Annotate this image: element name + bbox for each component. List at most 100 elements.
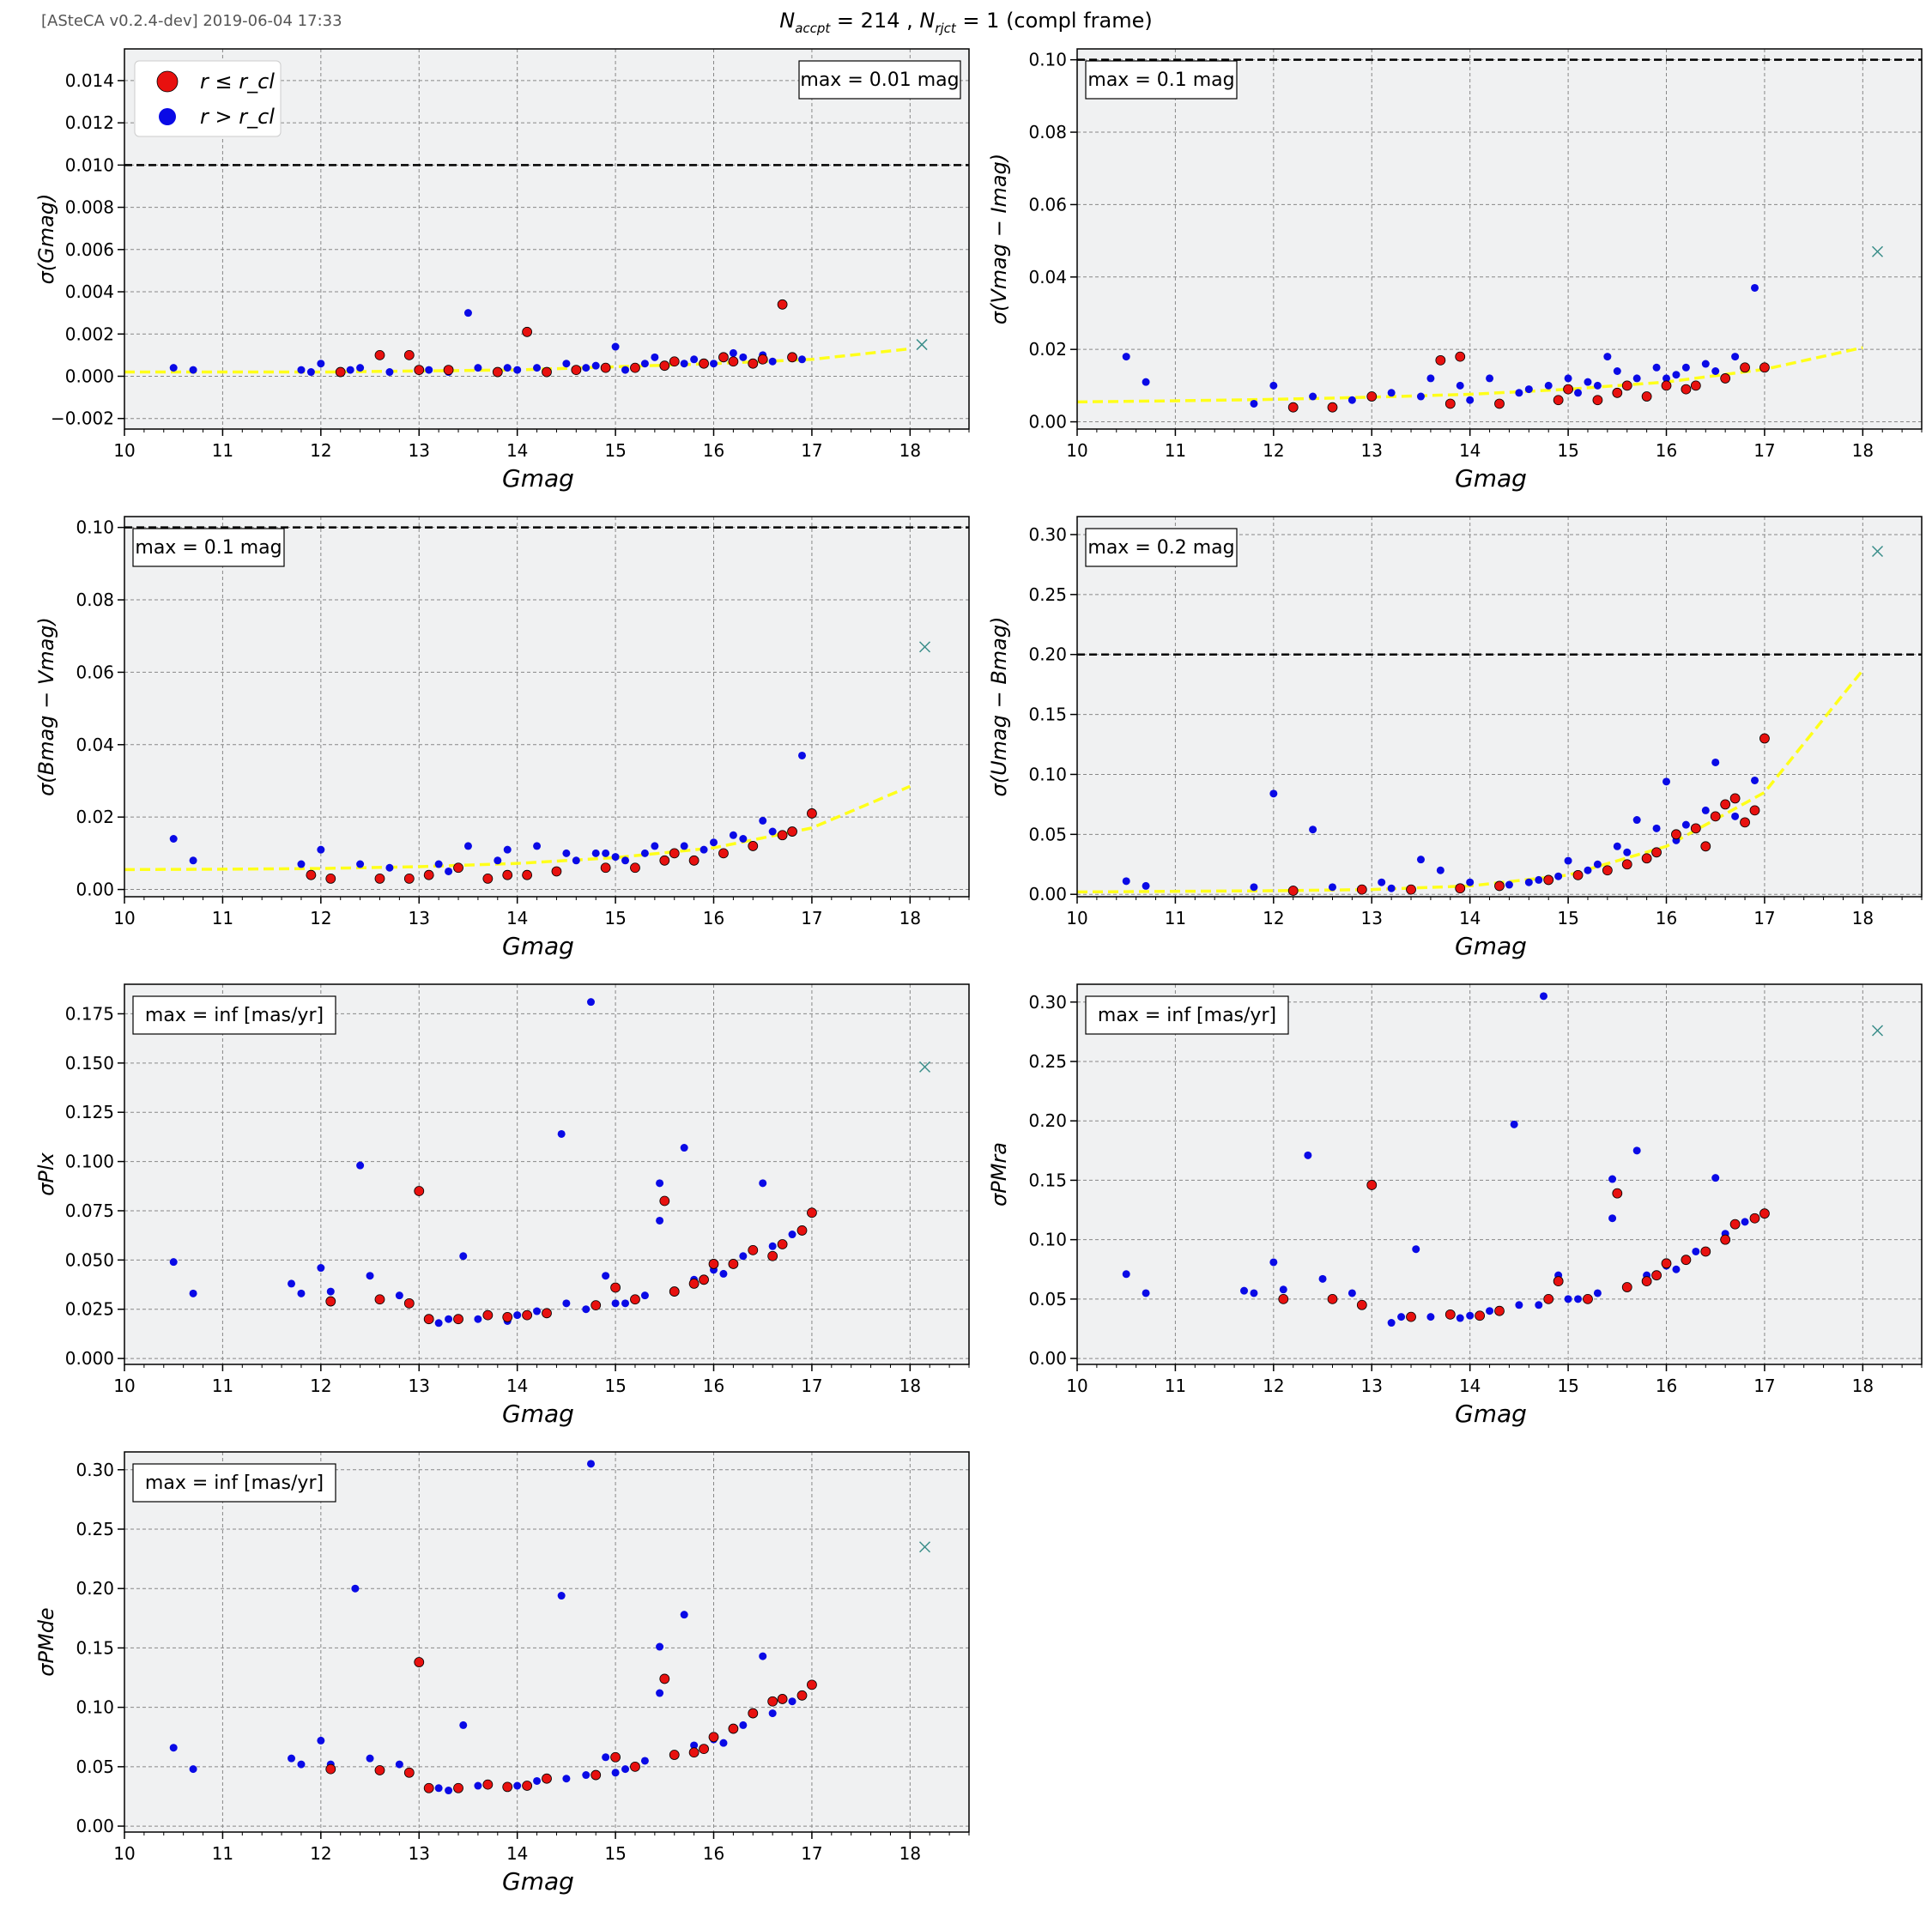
outer-star-point bbox=[1426, 1313, 1435, 1321]
outer-star-point bbox=[1416, 392, 1425, 401]
x-axis-label: Gmag bbox=[502, 1400, 574, 1428]
cluster-star-point bbox=[423, 1314, 434, 1325]
outer-star-point bbox=[1681, 363, 1690, 372]
cluster-star-point bbox=[1720, 1234, 1731, 1245]
cluster-star-point bbox=[325, 874, 336, 884]
outer-star-point bbox=[1593, 860, 1602, 868]
y-tick-label: 0.30 bbox=[1028, 992, 1067, 1013]
cluster-star-point bbox=[787, 826, 797, 837]
outer-star-point bbox=[1328, 883, 1336, 892]
outer-star-point bbox=[1711, 366, 1720, 375]
outer-star-point bbox=[385, 368, 394, 377]
outer-star-point bbox=[1652, 824, 1661, 832]
x-tick-label: 10 bbox=[113, 440, 135, 461]
y-tick-label: 0.04 bbox=[1028, 267, 1067, 287]
outer-star-point bbox=[768, 1709, 777, 1718]
panel-plx: 10 11 12 13 14 15 16 17 18 0.000 0.025 0.050 0.075 0.… bbox=[34, 983, 970, 1428]
outer-star-point bbox=[297, 1760, 306, 1769]
outer-star-point bbox=[582, 1771, 591, 1780]
x-axis-label: Gmag bbox=[502, 464, 574, 493]
cluster-star-point bbox=[1602, 865, 1613, 876]
cluster-star-point bbox=[1641, 1276, 1652, 1286]
y-tick-label: 0.15 bbox=[76, 1637, 114, 1658]
x-tick-label: 18 bbox=[899, 1843, 921, 1864]
max-value-box bbox=[798, 60, 961, 100]
outer-star-point bbox=[1584, 378, 1592, 386]
x-tick-label: 16 bbox=[1656, 1376, 1677, 1396]
outer-star-point bbox=[189, 366, 197, 374]
outer-star-point bbox=[1524, 385, 1533, 394]
y-tick-label: 0.175 bbox=[65, 1003, 114, 1024]
y-axis-label: σ(Gmag) bbox=[34, 194, 58, 285]
cluster-star-point bbox=[1455, 351, 1466, 362]
outer-star-point bbox=[288, 1279, 296, 1288]
cluster-star-point bbox=[1621, 859, 1632, 870]
outer-star-point bbox=[797, 751, 806, 759]
outer-star-point bbox=[1279, 1285, 1287, 1294]
outer-star-point bbox=[1486, 1307, 1494, 1315]
y-tick-label: 0.008 bbox=[65, 197, 114, 218]
cluster-star-point bbox=[1749, 805, 1760, 816]
x-tick-label: 12 bbox=[1263, 440, 1284, 461]
cluster-star-point bbox=[1710, 811, 1721, 822]
y-tick-label: 0.15 bbox=[1028, 1170, 1067, 1190]
x-tick-label: 17 bbox=[1753, 1376, 1775, 1396]
outer-star-point bbox=[680, 360, 688, 368]
cluster-star-point bbox=[796, 1690, 808, 1701]
max-value-box bbox=[132, 1463, 336, 1503]
outer-star-point bbox=[533, 1307, 542, 1315]
x-tick-label: 12 bbox=[310, 908, 331, 928]
cluster-star-point bbox=[728, 1723, 739, 1734]
legend-cluster-marker bbox=[156, 70, 179, 93]
y-tick-label: 0.000 bbox=[65, 1348, 114, 1369]
outer-star-point bbox=[1662, 777, 1671, 786]
outer-star-point bbox=[562, 1775, 571, 1783]
cluster-star-point bbox=[699, 358, 709, 369]
x-tick-label: 18 bbox=[899, 440, 921, 461]
outer-star-point bbox=[503, 364, 512, 372]
y-axis-label: σ(Bmag − Vmag) bbox=[34, 617, 58, 796]
cluster-star-point bbox=[1356, 884, 1367, 895]
outer-star-point bbox=[788, 1697, 796, 1706]
rejected-star-marker bbox=[1871, 545, 1884, 558]
cluster-star-point bbox=[807, 1679, 817, 1690]
panel-pmde: 10 11 12 13 14 15 16 17 18 0.00 0.05 0.10 0.15 0.20 0.… bbox=[34, 1451, 970, 1896]
cluster-star-point bbox=[502, 1312, 513, 1322]
cluster-star-point bbox=[659, 1673, 670, 1684]
y-tick-label: 0.006 bbox=[65, 239, 114, 260]
cluster-star-point bbox=[423, 1782, 434, 1793]
cluster-star-point bbox=[522, 326, 533, 337]
x-tick-label: 18 bbox=[899, 908, 921, 928]
cluster-star-point bbox=[1651, 847, 1662, 858]
outer-star-point bbox=[1632, 816, 1641, 825]
outer-star-point bbox=[1750, 776, 1759, 784]
outer-star-point bbox=[640, 360, 649, 368]
cluster-star-point bbox=[443, 365, 454, 375]
y-tick-label: 0.10 bbox=[76, 517, 114, 538]
y-axis-label: σPlx bbox=[34, 1152, 58, 1195]
y-tick-label: 0.010 bbox=[65, 154, 114, 175]
x-tick-label: 12 bbox=[310, 1376, 331, 1396]
outer-star-point bbox=[1387, 1319, 1396, 1327]
cluster-star-point bbox=[1681, 384, 1692, 395]
y-tick-label: 0.02 bbox=[1028, 339, 1067, 360]
cluster-star-point bbox=[1641, 391, 1652, 402]
cluster-star-point bbox=[1641, 853, 1652, 864]
outer-star-point bbox=[533, 842, 542, 850]
cluster-star-point bbox=[630, 1294, 640, 1305]
x-tick-label: 15 bbox=[604, 908, 626, 928]
outer-star-point bbox=[586, 998, 595, 1007]
outer-star-point bbox=[1613, 366, 1621, 375]
outer-star-point bbox=[586, 1460, 595, 1468]
rejected-star-marker bbox=[916, 339, 928, 351]
y-tick-label: 0.08 bbox=[1028, 122, 1067, 142]
cluster-star-point bbox=[1700, 1246, 1711, 1257]
y-tick-label: 0.025 bbox=[65, 1299, 114, 1320]
outer-star-point bbox=[557, 1592, 566, 1600]
x-tick-label: 11 bbox=[1165, 440, 1186, 461]
outer-star-point bbox=[1387, 884, 1396, 892]
plot-area bbox=[1077, 49, 1922, 429]
outer-star-point bbox=[1348, 1289, 1356, 1297]
outer-star-point bbox=[189, 856, 197, 865]
cluster-star-point bbox=[414, 1186, 425, 1196]
